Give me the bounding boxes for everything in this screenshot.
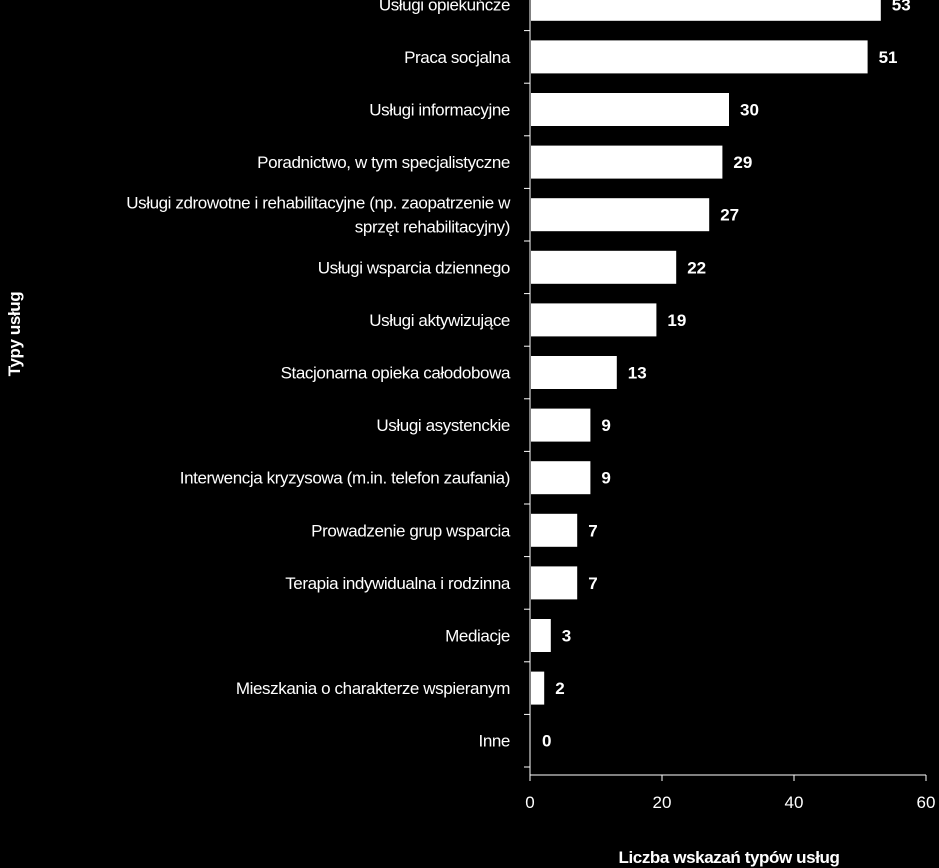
bar-9: [531, 461, 591, 495]
x-tick-label-3: 60: [917, 793, 936, 812]
bar-1: [531, 40, 868, 74]
bar-13: [531, 671, 545, 705]
data-label-0: 53: [892, 0, 911, 14]
category-label-11: Terapia indywidualna i rodzinna: [285, 574, 511, 593]
data-label-8: 9: [601, 416, 610, 435]
category-label-0: Usługi opiekuńcze: [379, 0, 510, 14]
data-label-14: 0: [542, 732, 551, 751]
y-axis-title: Typy usług: [5, 292, 24, 376]
bar-4: [531, 198, 710, 232]
category-label-7: Stacjonarna opieka całodobowa: [281, 364, 511, 383]
data-label-7: 13: [628, 364, 647, 383]
x-tick-label-1: 20: [653, 793, 672, 812]
category-label-14: Inne: [479, 732, 511, 751]
category-label-6: Usługi aktywizujące: [369, 311, 510, 330]
bar-12: [531, 619, 551, 652]
data-label-12: 3: [562, 627, 571, 646]
category-label-13: Mieszkania o charakterze wspieranym: [236, 679, 510, 698]
category-labels-group: Usługi opiekuńcze Praca socjalna Usługi in…: [126, 0, 511, 751]
bar-7: [531, 356, 617, 389]
bar-6: [531, 303, 657, 337]
category-label-12: Mediacje: [445, 627, 510, 646]
data-label-6: 19: [667, 311, 686, 330]
data-label-3: 29: [733, 153, 752, 172]
category-label-5: Usługi wsparcia dziennego: [318, 258, 510, 277]
bars-group: [531, 0, 881, 705]
data-label-10: 7: [588, 521, 597, 540]
category-label-10: Prowadzenie grup wsparcia: [311, 521, 511, 540]
data-label-4: 27: [720, 206, 739, 225]
bar-2: [531, 93, 729, 126]
category-label-8: Usługi asystenckie: [376, 416, 510, 435]
data-label-11: 7: [588, 574, 597, 593]
x-axis-title: Liczba wskazań typów usług: [618, 848, 839, 867]
data-label-9: 9: [601, 469, 610, 488]
data-label-5: 22: [687, 258, 706, 277]
category-label-4-line-1: sprzęt rehabilitacyjny): [355, 218, 510, 237]
x-ticks-group: 0 20 40 60: [525, 775, 935, 812]
bar-5: [531, 250, 677, 284]
bar-11: [531, 566, 578, 600]
value-labels-group: 53 51 30 29 27 22 19 13 9 9 7 7 3 2 0: [542, 0, 911, 751]
x-tick-label-0: 0: [525, 793, 534, 812]
bar-10: [531, 513, 578, 547]
category-label-4-line-0: Usługi zdrowotne i rehabilitacyjne (np. …: [126, 194, 511, 213]
data-label-13: 2: [555, 679, 564, 698]
bar-0: [531, 0, 881, 21]
x-tick-label-2: 40: [785, 793, 804, 812]
y-ticks-group: [524, 30, 530, 768]
bar-8: [531, 408, 591, 442]
category-label-1: Praca socjalna: [404, 48, 511, 67]
data-label-1: 51: [879, 48, 898, 67]
category-label-2: Usługi informacyjne: [369, 101, 510, 120]
category-label-3: Poradnictwo, w tym specjalistyczne: [257, 153, 510, 172]
data-label-2: 30: [740, 101, 759, 120]
category-label-9: Interwencja kryzysowa (m.in. telefon zau…: [180, 469, 510, 488]
bar-3: [531, 145, 723, 179]
